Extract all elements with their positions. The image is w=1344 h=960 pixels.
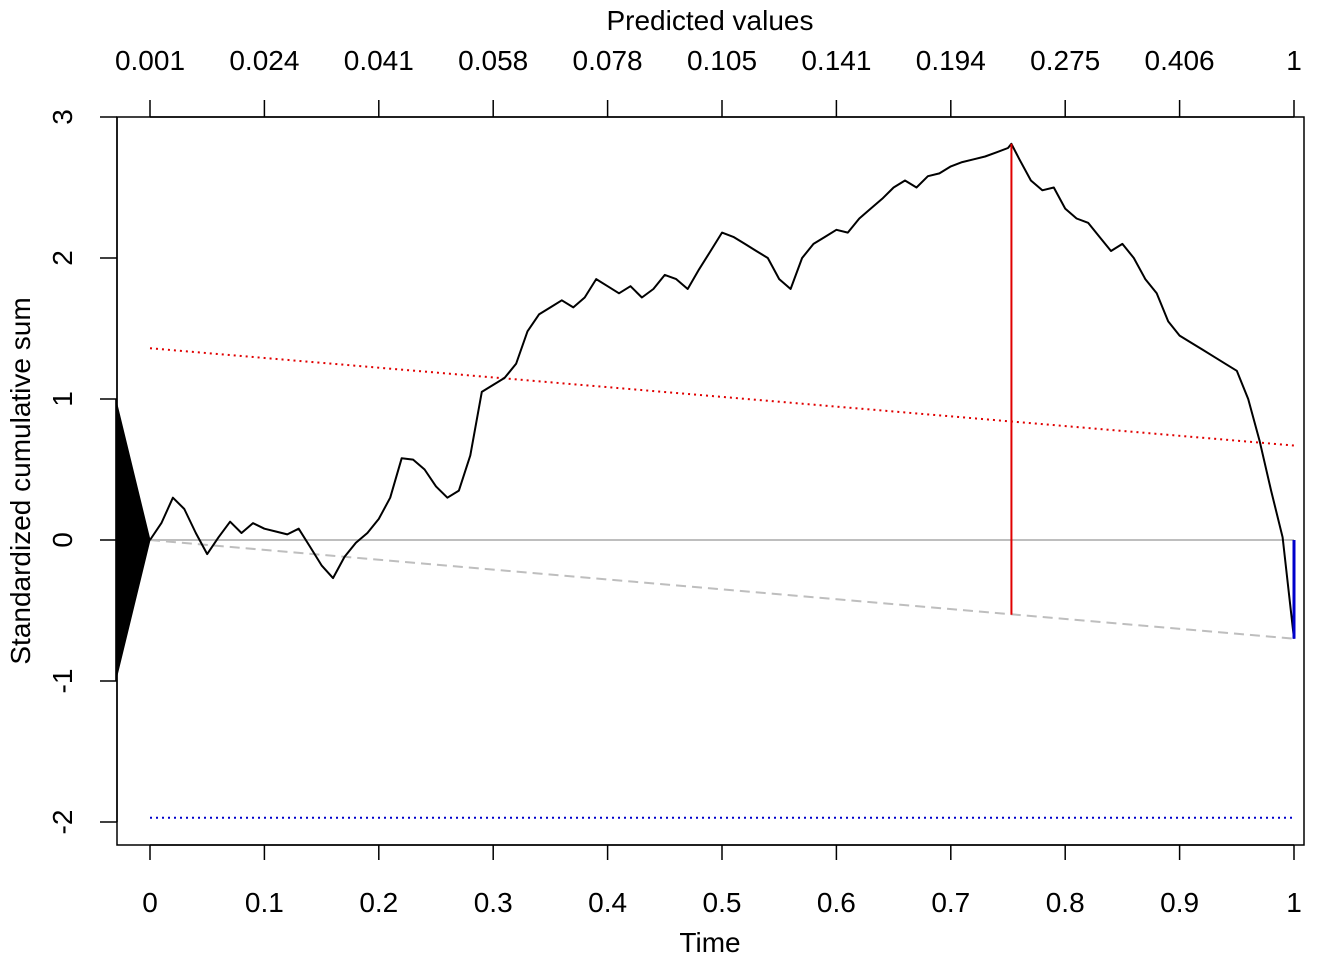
trend-line xyxy=(149,539,1295,640)
top-tick-label: 0.105 xyxy=(687,45,757,76)
y-tick-label: 0 xyxy=(47,532,78,548)
top-tick-label: 1 xyxy=(1286,45,1302,76)
y-tick-label: 1 xyxy=(47,391,78,407)
x-tick-label: 0.9 xyxy=(1160,887,1199,918)
x-tick-label: 0 xyxy=(142,887,158,918)
top-tick-label: 0.141 xyxy=(801,45,871,76)
cusum-line xyxy=(149,142,1295,639)
plot-frame xyxy=(116,116,1305,846)
axes: 0 0.1 0.2 0.3 0.4 0.5 0.6 0.7 0.8 0.9 1 0.001 0.024 0… xyxy=(47,45,1302,918)
x-tick-label: 0.4 xyxy=(588,887,627,918)
top-tick-label: 0.194 xyxy=(916,45,986,76)
x-tick-label: 0.8 xyxy=(1046,887,1085,918)
x-tick-label: 0.6 xyxy=(817,887,856,918)
x-tick-label: 0.7 xyxy=(931,887,970,918)
top-tick-label: 0.058 xyxy=(458,45,528,76)
y-tick-label: -1 xyxy=(47,669,78,694)
x-tick-label: 0.3 xyxy=(474,887,513,918)
plot-marks xyxy=(115,142,1296,819)
y-tick-label: 3 xyxy=(47,109,78,125)
top-tick-label: 0.024 xyxy=(229,45,299,76)
top-tick-label: 0.275 xyxy=(1030,45,1100,76)
top-tick-label: 0.078 xyxy=(573,45,643,76)
start-triangle xyxy=(115,398,151,682)
x-tick-label: 1 xyxy=(1286,887,1302,918)
upper-bound-line xyxy=(149,347,1295,447)
y-tick-label: -2 xyxy=(47,810,78,835)
x-axis-title: Time xyxy=(679,927,740,958)
x-tick-label: 0.5 xyxy=(703,887,742,918)
y-tick-label: 2 xyxy=(47,250,78,266)
top-tick-label: 0.406 xyxy=(1145,45,1215,76)
top-axis-title: Predicted values xyxy=(606,5,813,36)
x-tick-label: 0.1 xyxy=(245,887,284,918)
top-tick-label: 0.001 xyxy=(115,45,185,76)
top-tick-label: 0.041 xyxy=(344,45,414,76)
y-axis-title: Standardized cumulative sum xyxy=(5,297,36,664)
x-tick-label: 0.2 xyxy=(359,887,398,918)
